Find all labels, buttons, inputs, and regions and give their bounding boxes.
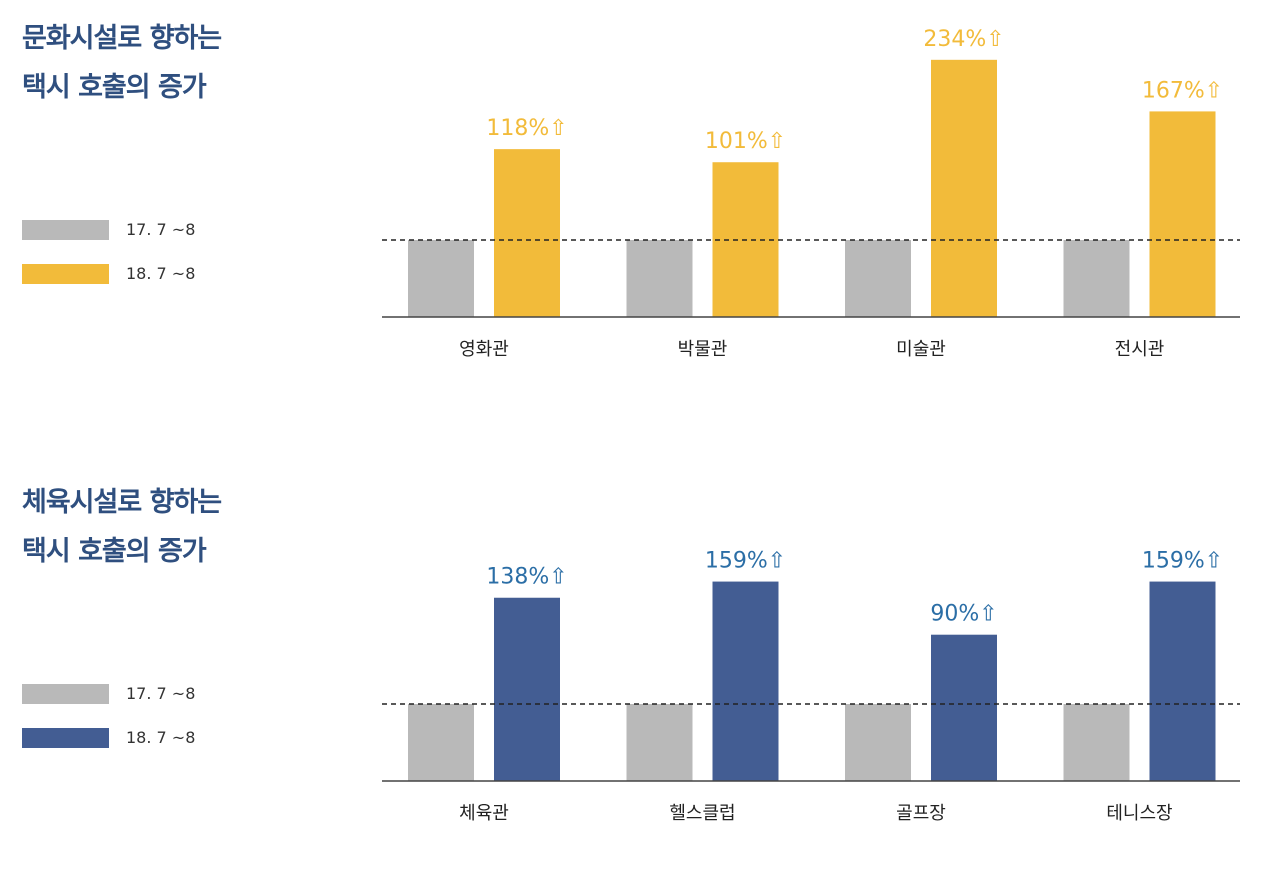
culture-chart-panel: 문화시설로 향하는 택시 호출의 증가 17. 7 ~8 18. 7 ~8 11…: [0, 14, 1280, 414]
legend-label-prev-year: 17. 7 ~8: [126, 684, 196, 703]
bar-curr-year-3: [931, 59, 997, 317]
growth-label-4: 159%⇧: [1142, 549, 1223, 574]
culture-bar-chart: 118%⇧ 영화관 101%⇧ 박물관 234%⇧ 미술관 167%⇧ 전시관: [382, 27, 1240, 360]
bar-curr-year-3: [931, 634, 997, 781]
chart-title-line-1: 체육시설로 향하는: [22, 487, 222, 518]
bar-prev-year-4: [1063, 240, 1130, 317]
growth-label-1: 138%⇧: [486, 565, 567, 590]
bar-curr-year-4: [1149, 581, 1216, 781]
bar-prev-year-2: [626, 240, 693, 317]
bar-prev-year-1: [408, 704, 474, 781]
legend-label-curr-year: 18. 7 ~8: [126, 264, 196, 283]
legend-label-prev-year: 17. 7 ~8: [126, 220, 196, 239]
growth-label-4: 167%⇧: [1142, 78, 1223, 103]
legend-label-curr-year: 18. 7 ~8: [126, 728, 196, 747]
legend-swatch-prev-year: [22, 684, 109, 704]
category-label-4: 전시관: [1115, 339, 1165, 360]
bar-prev-year-3: [845, 240, 911, 317]
bar-curr-year-4: [1149, 111, 1216, 317]
category-label-2: 박물관: [678, 339, 728, 360]
growth-label-2: 101%⇧: [705, 129, 786, 154]
growth-label-2: 159%⇧: [705, 549, 786, 574]
chart-title-line-1: 문화시설로 향하는: [22, 23, 222, 54]
bar-prev-year-2: [626, 704, 693, 781]
growth-label-3: 234%⇧: [923, 27, 1004, 52]
sports-chart-panel: 체육시설로 향하는 택시 호출의 증가 17. 7 ~8 18. 7 ~8 13…: [0, 478, 1280, 878]
chart-title: 문화시설로 향하는 택시 호출의 증가: [22, 14, 222, 112]
growth-label-1: 118%⇧: [486, 116, 567, 141]
bar-prev-year-4: [1063, 704, 1130, 781]
category-label-1: 체육관: [459, 803, 509, 824]
bar-prev-year-1: [408, 240, 474, 317]
chart-title-line-2: 택시 호출의 증가: [22, 536, 207, 567]
category-label-3: 골프장: [896, 803, 946, 824]
category-label-4: 테니스장: [1106, 803, 1172, 824]
legend-swatch-prev-year: [22, 220, 109, 240]
bar-curr-year-2: [712, 581, 779, 781]
bar-curr-year-1: [494, 597, 560, 781]
sports-bar-chart: 138%⇧ 체육관 159%⇧ 헬스클럽 90%⇧ 골프장 159%⇧ 테니스장: [382, 549, 1240, 824]
bar-prev-year-3: [845, 704, 911, 781]
legend-swatch-curr-year: [22, 728, 109, 748]
category-label-2: 헬스클럽: [669, 803, 735, 824]
category-label-1: 영화관: [459, 339, 509, 360]
bar-curr-year-1: [494, 149, 560, 317]
chart-title: 체육시설로 향하는 택시 호출의 증가: [22, 478, 222, 576]
chart-title-line-2: 택시 호출의 증가: [22, 72, 207, 103]
legend-swatch-curr-year: [22, 264, 109, 284]
growth-label-3: 90%⇧: [930, 602, 997, 627]
category-label-3: 미술관: [896, 339, 946, 360]
